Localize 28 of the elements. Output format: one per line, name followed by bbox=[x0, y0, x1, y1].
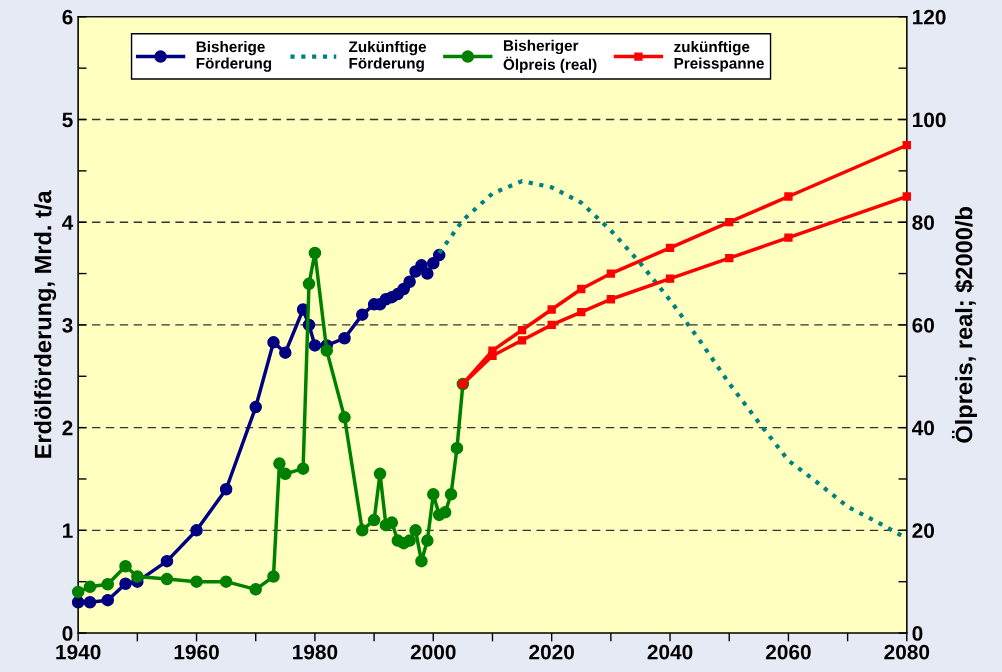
y-axis-title: Erdölförderung, Mrd. t/a bbox=[34, 190, 57, 458]
x-tick-label: 1960 bbox=[174, 644, 219, 660]
y-tick-label: 6 bbox=[62, 9, 73, 25]
y-tick-label: 2 bbox=[62, 420, 73, 436]
x-tick-label: 2060 bbox=[765, 644, 811, 660]
legend-label: Zukünftige Förderung bbox=[348, 40, 427, 72]
y-tick-label: 1 bbox=[63, 523, 73, 538]
legend-label: zukünftige Preisspanne bbox=[674, 40, 764, 72]
y2-tick-label: 80 bbox=[912, 215, 934, 230]
y2-tick-label: 20 bbox=[912, 523, 934, 539]
y2-axis-title: Ölpreis, real; $2000/b bbox=[951, 207, 978, 443]
x-tick-label: 2080 bbox=[884, 644, 930, 660]
x-tick-label: 2020 bbox=[529, 644, 574, 660]
y2-tick-label: 0 bbox=[912, 626, 923, 641]
y2-tick-label: 40 bbox=[911, 420, 934, 436]
x-tick-label: 2040 bbox=[647, 644, 693, 660]
legend-label: Bisheriger Ölpreis (real) bbox=[503, 39, 597, 73]
x-tick-label: 1980 bbox=[293, 644, 338, 660]
legend-label: Bisherige Förderung bbox=[196, 40, 272, 72]
y-tick-label: 0 bbox=[62, 626, 73, 641]
y2-tick-label: 120 bbox=[912, 9, 946, 25]
x-tick-label: 1940 bbox=[56, 644, 101, 660]
x-tick-label: 2000 bbox=[410, 644, 456, 660]
y-tick-label: 5 bbox=[62, 112, 73, 128]
y-tick-label: 3 bbox=[62, 317, 73, 333]
y2-tick-label: 100 bbox=[912, 112, 946, 128]
y2-tick-label: 60 bbox=[912, 317, 934, 333]
y-tick-label: 4 bbox=[62, 215, 74, 230]
